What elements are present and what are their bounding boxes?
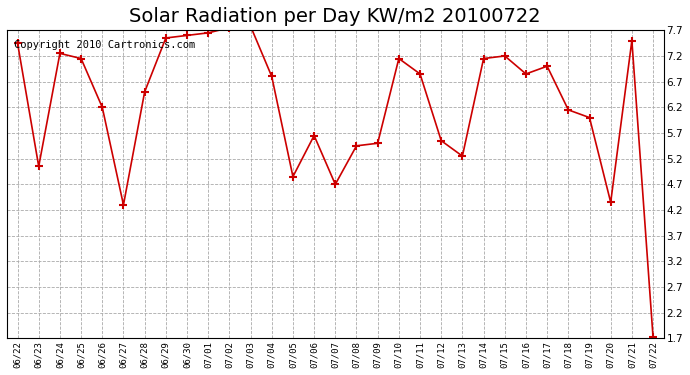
Text: Copyright 2010 Cartronics.com: Copyright 2010 Cartronics.com xyxy=(14,39,195,50)
Title: Solar Radiation per Day KW/m2 20100722: Solar Radiation per Day KW/m2 20100722 xyxy=(130,7,541,26)
